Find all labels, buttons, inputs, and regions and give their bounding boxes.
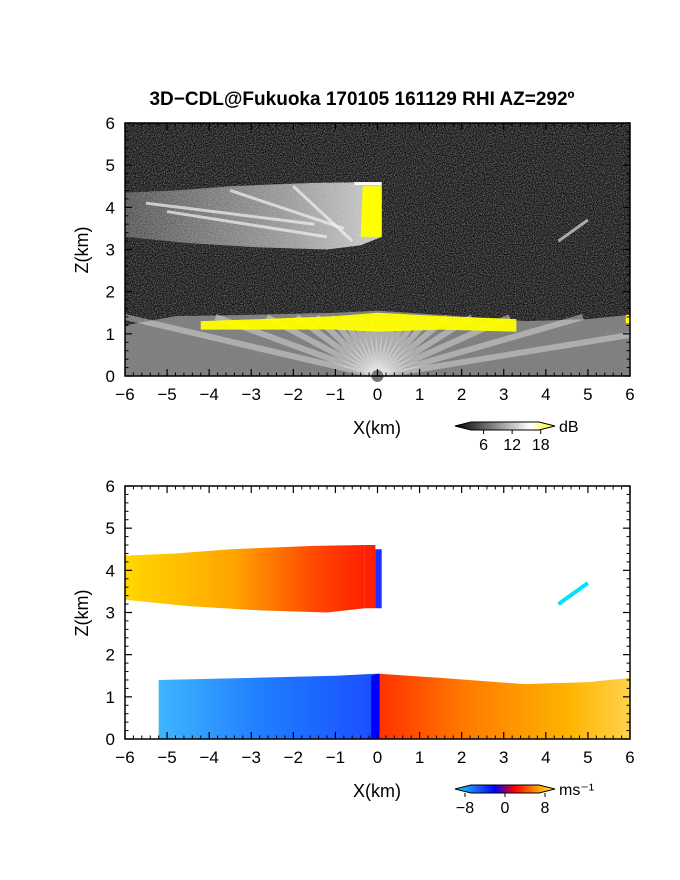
reflectivity-y-tick-label: 1 <box>106 325 115 344</box>
reflectivity-x-tick-label: 3 <box>499 385 508 404</box>
velocity-x-tick-label: −3 <box>242 748 261 767</box>
velocity-y-tick-label: 2 <box>106 646 115 665</box>
reflectivity-x-tick-label: −5 <box>157 385 176 404</box>
boundary-layer-ray <box>376 314 584 379</box>
reflectivity-y-tick-label: 0 <box>106 367 115 386</box>
velocity-y-tick-label: 6 <box>106 477 115 496</box>
velocity-x-tick-label: 4 <box>541 748 550 767</box>
velocity-colorbar-bar <box>454 784 556 794</box>
lower-layer-positive <box>377 673 630 739</box>
reflectivity-x-tick-label: −3 <box>242 385 261 404</box>
velocity-x-tick-label: 0 <box>373 748 382 767</box>
upper-layer-streak <box>292 185 354 243</box>
reflectivity-y-tick-label: 4 <box>106 198 115 217</box>
strong-echo-layer-top <box>200 312 517 332</box>
isolated-streak <box>557 581 590 606</box>
velocity-colorbar-unit: ms⁻¹ <box>559 782 594 799</box>
reflectivity-colorbar-tick-label: 6 <box>479 437 488 454</box>
velocity-x-tick-label: −1 <box>326 748 345 767</box>
reflectivity-y-tick-label: 2 <box>106 283 115 302</box>
velocity-x-tick-label: −4 <box>199 748 218 767</box>
velocity-y-tick-label: 1 <box>106 688 115 707</box>
upper-layer-streak <box>166 210 328 239</box>
reflectivity-x-tick-label: −4 <box>199 385 218 404</box>
reflectivity-y-axis-label: Z(km) <box>72 227 92 274</box>
upper-layer-streak <box>229 189 345 230</box>
upper-layer-velocity <box>125 545 365 613</box>
reflectivity-x-tick-label: 4 <box>541 385 550 404</box>
velocity-x-tick-label: 5 <box>583 748 592 767</box>
reflectivity-colorbar-tick-label: 18 <box>532 437 550 454</box>
boundary-layer-ray <box>124 314 379 379</box>
lower-layer-negative <box>158 673 378 739</box>
reflectivity-colorbar-bar <box>454 421 556 431</box>
reflectivity-colorbar-tick-label: 12 <box>503 437 521 454</box>
isolated-streak <box>557 218 589 243</box>
reflectivity-colorbar: 6 12 18 dB <box>454 419 579 454</box>
velocity-y-tick-label: 5 <box>106 519 115 538</box>
chart-title: 3D−CDL@Fukuoka 170105 161129 RHI AZ=292º <box>149 89 574 110</box>
velocity-x-tick-label: −2 <box>284 748 303 767</box>
upper-layer-streak <box>145 201 315 226</box>
upper-layer-cloud-edge <box>364 545 376 609</box>
reflectivity-x-axis-label: X(km) <box>353 418 401 438</box>
reflectivity-y-tick-label: 3 <box>106 241 115 260</box>
reflectivity-x-tick-label: −6 <box>115 385 134 404</box>
velocity-x-tick-label: −6 <box>115 748 134 767</box>
reflectivity-colorbar-unit: dB <box>559 419 579 436</box>
velocity-y-tick-label: 3 <box>106 604 115 623</box>
zero-line-strip <box>371 673 380 739</box>
reflectivity-y-ticks: 0 1 2 3 4 5 6 <box>106 114 630 386</box>
velocity-echoes <box>125 545 630 739</box>
velocity-x-axis-label: X(km) <box>353 781 401 801</box>
velocity-x-tick-label: 1 <box>415 748 424 767</box>
reflectivity-x-tick-label: 0 <box>373 385 382 404</box>
cloud-top-edge <box>354 182 382 186</box>
velocity-x-tick-label: 3 <box>499 748 508 767</box>
reflectivity-x-tick-label: −2 <box>284 385 303 404</box>
velocity-y-ticks: 0 1 2 3 4 5 6 <box>106 477 630 749</box>
reflectivity-x-tick-label: 6 <box>625 385 634 404</box>
velocity-y-axis-label: Z(km) <box>72 590 92 637</box>
strong-echo-cloud-edge <box>360 186 382 237</box>
velocity-y-tick-label: 0 <box>106 730 115 749</box>
reflectivity-x-tick-label: 2 <box>457 385 466 404</box>
velocity-colorbar-tick-label: −8 <box>456 800 474 817</box>
reflectivity-y-tick-label: 5 <box>106 156 115 175</box>
reflectivity-y-tick-label: 6 <box>106 114 115 133</box>
upper-layer-negative-strip <box>375 549 382 609</box>
velocity-colorbar-tick-label: 8 <box>541 800 550 817</box>
velocity-colorbar: −8 0 8 ms⁻¹ <box>454 782 594 817</box>
velocity-x-tick-label: −5 <box>157 748 176 767</box>
velocity-x-ticks: −6 −5 −4 −3 −2 −1 0 1 2 3 4 5 6 <box>115 486 635 767</box>
velocity-x-tick-label: 2 <box>457 748 466 767</box>
reflectivity-x-tick-label: 5 <box>583 385 592 404</box>
reflectivity-x-ticks: −6 −5 −4 −3 −2 −1 0 1 2 3 4 5 6 <box>115 123 635 404</box>
velocity-x-tick-label: 6 <box>625 748 634 767</box>
velocity-y-tick-label: 4 <box>106 561 115 580</box>
reflectivity-x-tick-label: 1 <box>415 385 424 404</box>
reflectivity-x-tick-label: −1 <box>326 385 345 404</box>
velocity-colorbar-tick-label: 0 <box>501 800 510 817</box>
